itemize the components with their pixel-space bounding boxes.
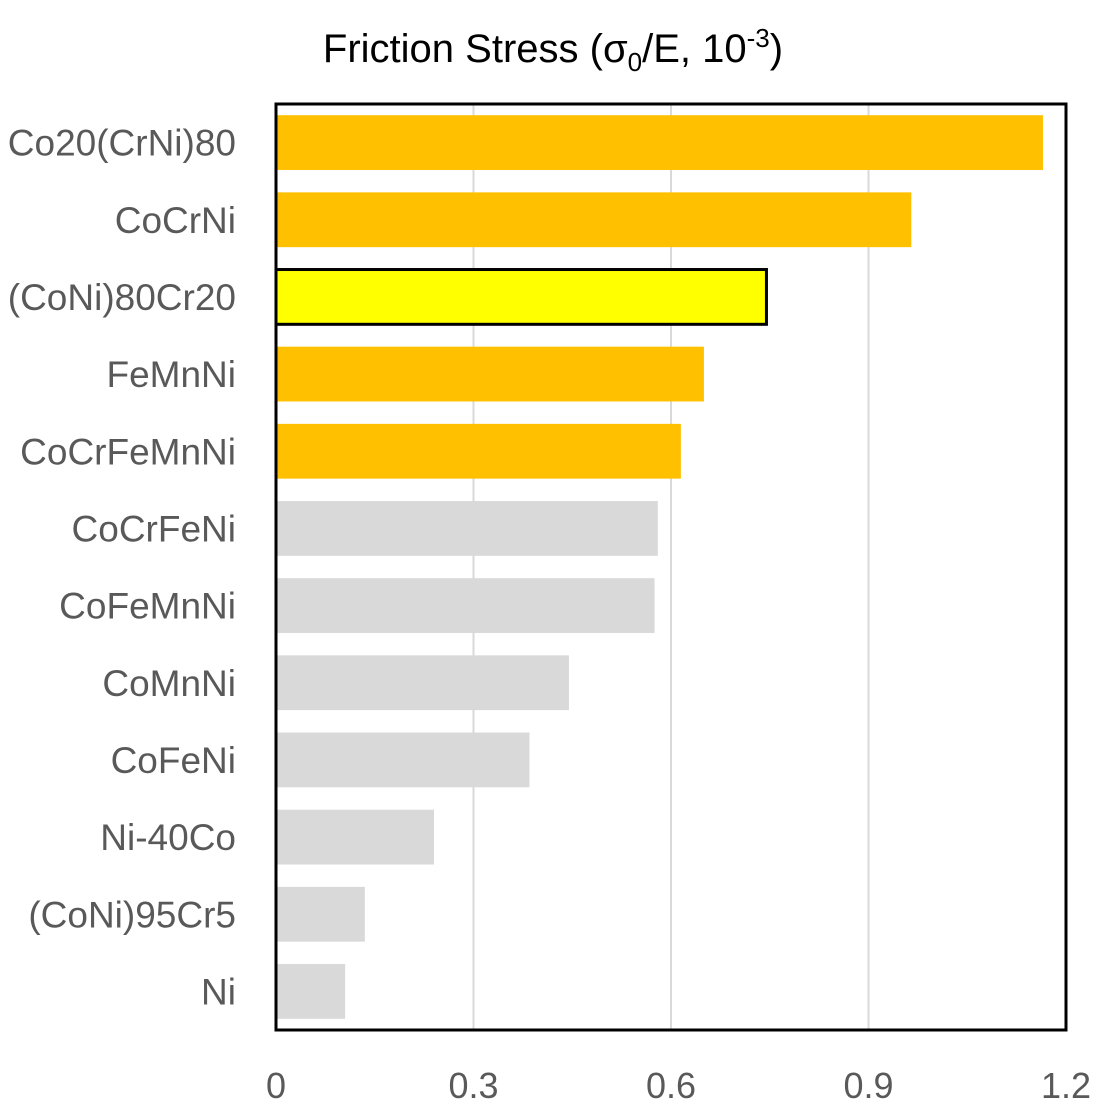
bar xyxy=(276,732,530,788)
category-label: Ni-40Co xyxy=(100,817,236,858)
category-label: CoCrFeMnNi xyxy=(20,431,236,472)
category-labels: Co20(CrNi)80 CoCrNi (CoNi)80Cr20 FeMnNi CoCr… xyxy=(8,123,236,1013)
category-label: CoFeNi xyxy=(111,740,236,781)
plot-frame xyxy=(274,102,1068,1032)
bar xyxy=(276,578,655,633)
category-label: (CoNi)80Cr20 xyxy=(8,277,236,318)
category-label: CoCrNi xyxy=(115,200,236,241)
category-label: (CoNi)95Cr5 xyxy=(28,894,236,935)
category-label: Ni xyxy=(201,971,236,1012)
x-tick-label: 0.6 xyxy=(646,1065,696,1106)
bar xyxy=(276,886,365,942)
bar xyxy=(276,501,658,556)
category-label: Co20(CrNi)80 xyxy=(8,123,236,164)
bar xyxy=(276,192,912,248)
x-tick-label: 0.3 xyxy=(448,1065,498,1106)
chart-title: Friction Stress (σ0/E, 10-3) xyxy=(323,23,783,77)
x-tick-label: 0 xyxy=(266,1065,286,1106)
bar xyxy=(274,268,768,326)
category-label: FeMnNi xyxy=(106,354,236,395)
x-tick-label: 0.9 xyxy=(843,1065,893,1106)
category-label: CoFeMnNi xyxy=(59,586,236,627)
bars xyxy=(274,115,1043,1019)
bar xyxy=(276,809,434,865)
bar xyxy=(276,964,346,1019)
bar xyxy=(276,115,1043,170)
bar xyxy=(276,655,569,711)
grid-lines xyxy=(472,104,870,1030)
bar xyxy=(276,423,681,479)
x-tick-labels: 0 0.3 0.6 0.9 1.2 xyxy=(266,1065,1091,1106)
category-label: CoCrFeNi xyxy=(72,508,236,549)
bar xyxy=(276,346,704,402)
x-tick-label: 1.2 xyxy=(1041,1065,1091,1106)
category-label: CoMnNi xyxy=(102,663,236,704)
